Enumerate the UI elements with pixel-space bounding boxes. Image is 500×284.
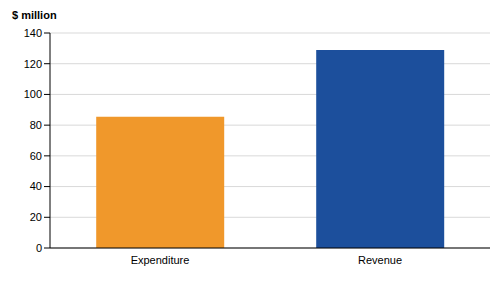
svg-text:Expenditure: Expenditure <box>131 254 190 266</box>
svg-text:20: 20 <box>30 211 42 223</box>
svg-text:Revenue: Revenue <box>358 254 402 266</box>
svg-text:60: 60 <box>30 150 42 162</box>
html-text:$ million: $ million <box>12 9 57 21</box>
svg-text:40: 40 <box>30 180 42 192</box>
svg-text:140: 140 <box>24 27 42 39</box>
svg-text:0: 0 <box>36 242 42 254</box>
svg-text:100: 100 <box>24 88 42 100</box>
svg-text:120: 120 <box>24 58 42 70</box>
svg-text:80: 80 <box>30 119 42 131</box>
